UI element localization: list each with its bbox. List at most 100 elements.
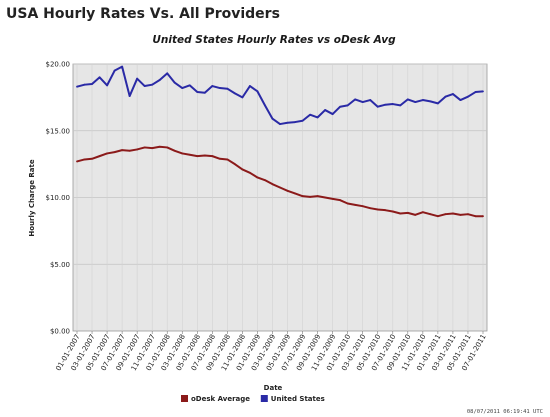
data-point (316, 195, 319, 198)
data-point (399, 104, 402, 107)
data-point (264, 179, 266, 182)
data-point (166, 72, 169, 75)
y-tick-label: $15.00 (46, 127, 71, 135)
data-point (83, 158, 86, 161)
data-point (143, 85, 146, 87)
data-point (211, 155, 214, 158)
data-point (121, 65, 124, 68)
data-point (203, 154, 206, 157)
data-point (121, 149, 124, 152)
data-point (286, 121, 289, 124)
legend-label: oDesk Average (191, 395, 250, 403)
data-point (264, 104, 266, 107)
data-point (369, 207, 372, 210)
data-point (429, 100, 432, 103)
data-point (354, 203, 357, 206)
data-point (482, 90, 484, 93)
data-point (331, 113, 334, 115)
data-point (474, 215, 477, 218)
series-lines (76, 65, 484, 218)
data-point (136, 148, 139, 151)
data-point (279, 123, 281, 125)
data-point (241, 96, 244, 99)
data-point (361, 101, 364, 103)
data-point (106, 152, 108, 155)
data-point (376, 208, 379, 211)
y-axis-ticks: $0.00 $5.00 $10.00 $15.00 $20.00 (46, 61, 71, 336)
data-point (384, 209, 387, 212)
data-point (76, 160, 78, 163)
data-point (324, 196, 327, 199)
data-point (233, 163, 236, 166)
data-point (166, 146, 169, 149)
data-point (339, 199, 342, 202)
data-point (301, 195, 304, 198)
data-point (151, 83, 154, 86)
data-point (158, 145, 161, 148)
data-point (286, 189, 289, 192)
data-point (128, 149, 131, 152)
data-point (271, 183, 274, 186)
data-point (346, 202, 349, 205)
data-point (226, 158, 229, 161)
x-axis-ticks: 01-01-200703-01-200705-01-200707-01-2007… (54, 331, 488, 372)
data-point (249, 171, 251, 174)
data-point (436, 102, 439, 105)
data-point (474, 91, 477, 93)
data-point (151, 147, 154, 150)
data-point (324, 109, 327, 111)
data-point (128, 95, 131, 97)
data-point (444, 213, 447, 216)
data-point (271, 117, 274, 120)
data-point (391, 210, 394, 213)
data-point (181, 87, 184, 89)
data-point (391, 103, 394, 105)
data-point (233, 92, 236, 95)
legend: oDesk Average United States (181, 395, 325, 403)
data-point (301, 119, 304, 122)
data-point (188, 153, 191, 156)
data-point (467, 213, 469, 216)
data-point (459, 213, 462, 216)
data-point (83, 83, 86, 86)
data-point (158, 79, 161, 81)
data-point (421, 99, 424, 101)
data-point (218, 87, 221, 89)
data-point (429, 213, 432, 216)
data-point (203, 91, 206, 94)
data-point (226, 87, 229, 90)
data-point (256, 176, 259, 179)
data-point (91, 83, 93, 85)
data-point (452, 212, 454, 215)
data-point (91, 157, 93, 160)
legend-swatch (181, 395, 188, 402)
data-point (188, 84, 191, 87)
data-point (309, 113, 311, 116)
data-point (482, 215, 484, 218)
data-point (173, 149, 176, 152)
data-point (249, 85, 251, 87)
data-point (136, 77, 139, 80)
data-point (113, 69, 116, 72)
grid-lines (73, 63, 487, 331)
data-point (106, 84, 108, 87)
legend-swatch (260, 395, 268, 402)
chart-title: United States Hourly Rates vs oDesk Avg (152, 34, 396, 46)
data-point (444, 95, 447, 98)
y-tick-label: $5.00 (50, 261, 70, 269)
data-point (294, 121, 296, 123)
data-point (173, 81, 176, 84)
data-point (241, 168, 244, 171)
data-point (459, 99, 462, 101)
data-point (196, 91, 199, 93)
data-point (467, 95, 469, 98)
data-point (346, 104, 349, 107)
data-point (399, 212, 402, 215)
data-point (98, 155, 101, 158)
data-point (143, 146, 146, 149)
data-point (406, 211, 409, 214)
data-point (354, 98, 357, 101)
data-point (256, 90, 259, 93)
data-point (436, 215, 439, 218)
